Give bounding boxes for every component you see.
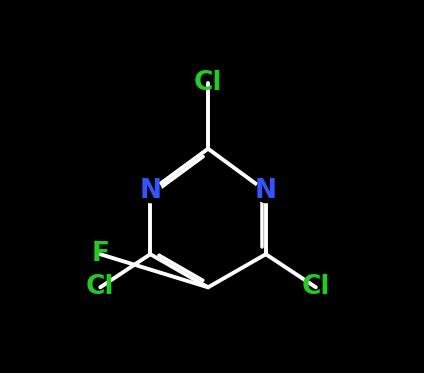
Text: Cl: Cl [86, 274, 114, 300]
Text: F: F [91, 241, 109, 267]
Text: Cl: Cl [194, 70, 222, 96]
Text: N: N [255, 178, 277, 204]
Text: N: N [139, 178, 161, 204]
Text: Cl: Cl [301, 274, 330, 300]
